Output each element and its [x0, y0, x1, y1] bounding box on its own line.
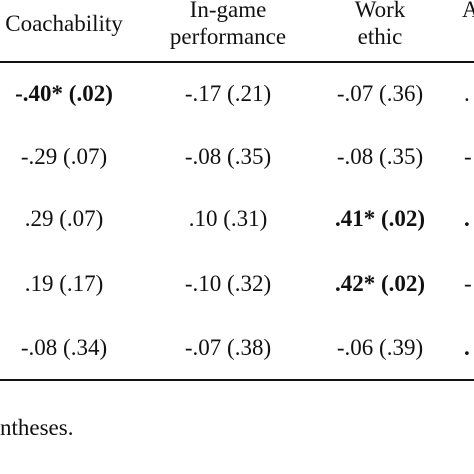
cell-r2-coachability: -.29 (.07) — [20, 144, 108, 169]
header-in-game-line1: In-game — [189, 0, 267, 22]
cell-r1-cut: . — [464, 81, 470, 106]
cell-r3-in-game: .10 (.31) — [188, 206, 268, 231]
header-rule — [0, 61, 474, 63]
header-coachability: Coachability — [0, 10, 134, 37]
cell-r4-cut: - — [464, 271, 472, 296]
header-in-game-line2: performance — [169, 24, 287, 49]
header-work-ethic-line1: Work — [354, 0, 406, 22]
cell-r5-in-game: -.07 (.38) — [184, 335, 272, 360]
cell-r2-cut: - — [464, 144, 472, 169]
table-note: ntheses. — [0, 415, 74, 440]
table-bottom-rule — [0, 379, 474, 381]
cell-r1-coachability: -.40* (.02) — [15, 81, 113, 106]
cell-r5-cut: . — [464, 335, 470, 360]
header-cut-column-line1: A — [462, 0, 474, 22]
cell-r5-coachability: -.08 (.34) — [20, 335, 108, 360]
cell-r2-work-ethic: -.08 (.35) — [336, 144, 424, 169]
cell-r2-in-game: -.08 (.35) — [184, 144, 272, 169]
header-work-ethic-line2: ethic — [357, 24, 403, 49]
header-coachability-line1: Coachability — [5, 11, 123, 36]
header-work-ethic: Work ethic — [320, 0, 440, 50]
cell-r3-cut: . — [464, 206, 470, 231]
cell-r3-work-ethic: .41* (.02) — [334, 206, 426, 231]
cell-r1-in-game: -.17 (.21) — [184, 81, 272, 106]
header-in-game-performance: In-game performance — [160, 0, 296, 50]
cell-r3-coachability: .29 (.07) — [24, 206, 104, 231]
cell-r1-work-ethic: -.07 (.36) — [336, 81, 424, 106]
cell-r4-in-game: -.10 (.32) — [184, 271, 272, 296]
cell-r4-coachability: .19 (.17) — [24, 271, 104, 296]
cell-r4-work-ethic: .42* (.02) — [334, 271, 426, 296]
header-cut-column: A — [462, 0, 474, 23]
cell-r5-work-ethic: -.06 (.39) — [336, 335, 424, 360]
